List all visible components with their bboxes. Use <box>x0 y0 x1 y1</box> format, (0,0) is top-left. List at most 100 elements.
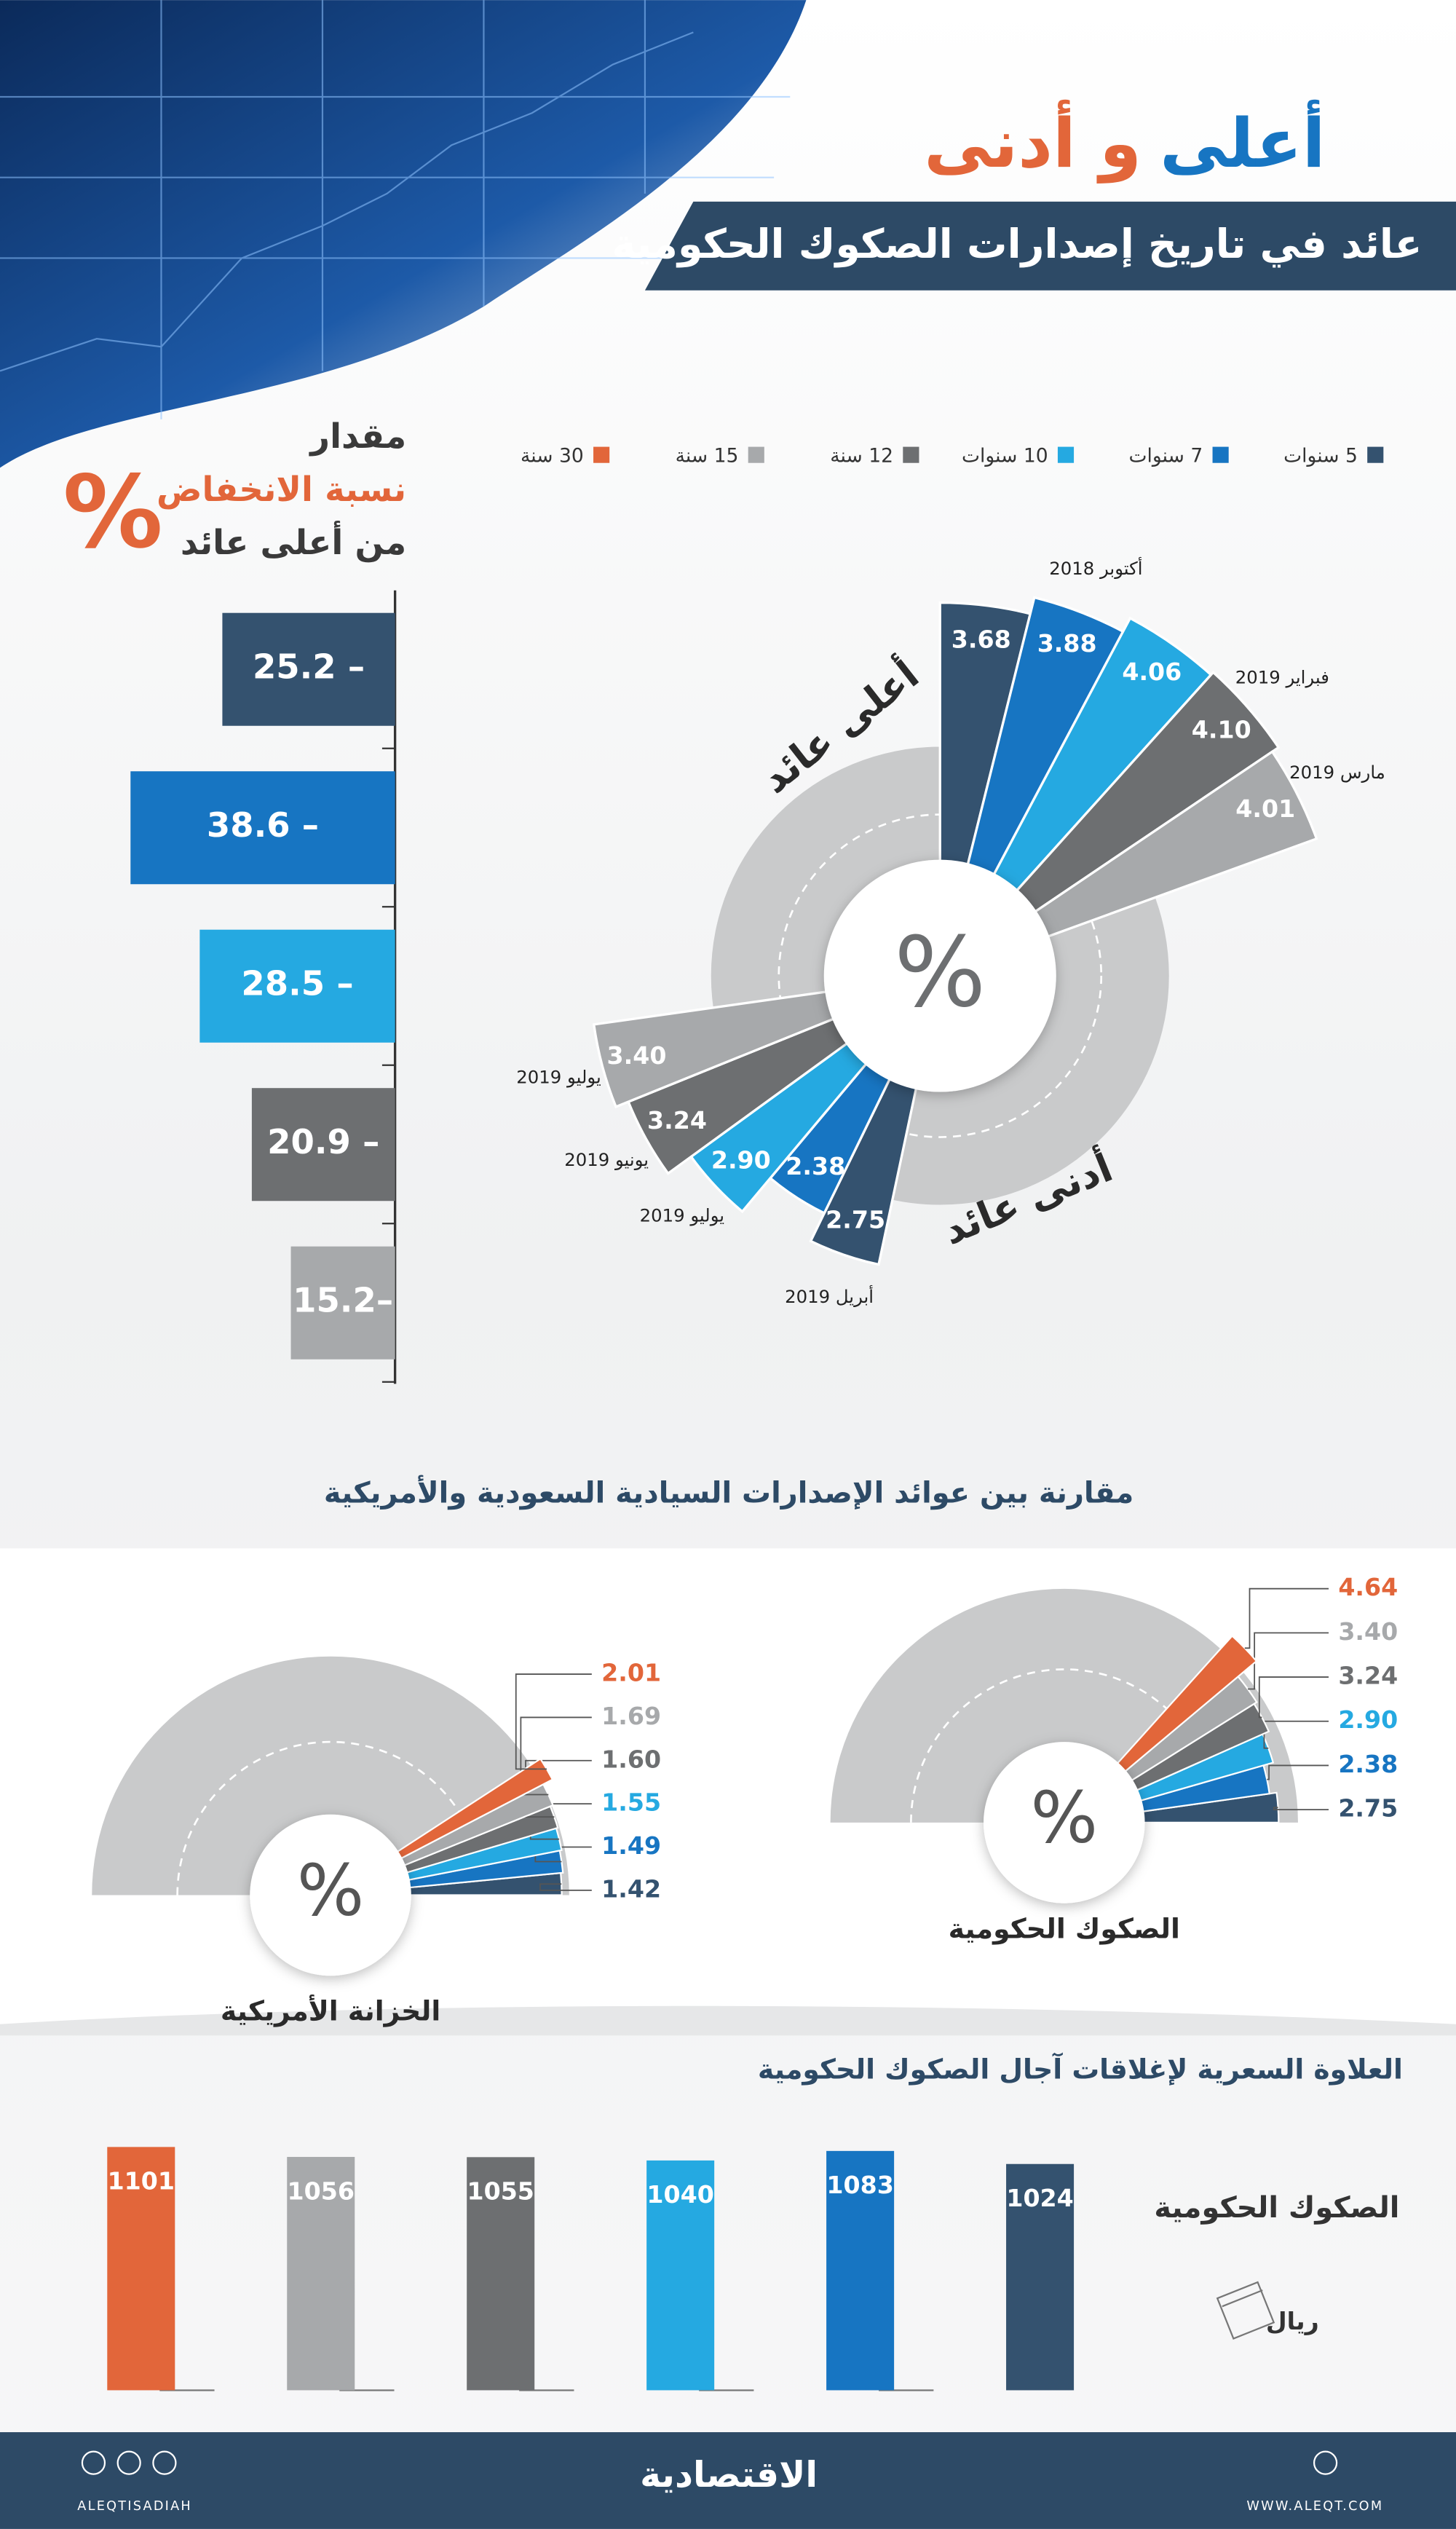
series-name: الصكوك الحكومية <box>949 1913 1180 1945</box>
center-circle <box>984 1742 1145 1903</box>
bar <box>290 1246 395 1360</box>
value-label: 38.6 – <box>207 805 319 845</box>
bar <box>130 771 395 885</box>
percent-symbol: % <box>63 455 163 571</box>
legend-swatch <box>1057 446 1075 463</box>
legend-label: 7 سنوات <box>1129 444 1203 467</box>
bar <box>646 2160 715 2391</box>
bar <box>287 2157 355 2391</box>
value-label: 4.10 <box>1192 716 1251 744</box>
value-label: 1.69 <box>601 1702 661 1730</box>
leader-line <box>515 1673 592 1770</box>
value-label: 3.24 <box>647 1106 707 1135</box>
social-icons <box>81 2450 1338 2475</box>
legend-label: 12 سنة <box>830 444 893 467</box>
bar <box>222 612 395 726</box>
chart-title: من أعلى عائد <box>181 521 406 562</box>
date-label: يوليو 2019 <box>640 1205 724 1226</box>
value-label: 2.75 <box>1338 1794 1398 1823</box>
footer-bar <box>0 2432 1456 2529</box>
header-image-lines <box>0 0 807 419</box>
bar <box>251 1088 395 1202</box>
value-label: 3.40 <box>607 1041 667 1070</box>
value-label: 1083 <box>826 2171 893 2199</box>
footer-site: WWW.ALEQT.COM <box>1246 2499 1383 2514</box>
subtitle: عائد في تاريخ إصدارات الصكوك الحكومية <box>612 221 1423 268</box>
legend-swatch <box>1367 446 1384 463</box>
date-label: مارس 2019 <box>1289 762 1385 783</box>
value-label: 1040 <box>646 2180 713 2209</box>
unit-label: ريال <box>1266 2307 1319 2335</box>
value-label: 25.2 – <box>253 647 365 687</box>
money-icon <box>1216 2281 1275 2340</box>
percent-symbol: % <box>894 917 986 1029</box>
value-label: 2.38 <box>786 1152 845 1180</box>
value-label: 1055 <box>467 2177 534 2206</box>
legend-label: 5 سنوات <box>1283 444 1358 467</box>
leader-line <box>1263 1720 1329 1749</box>
subtitle-banner <box>644 201 1456 291</box>
leader-line <box>1273 1807 1329 1811</box>
value-label: 2.75 <box>826 1206 885 1234</box>
value-label: 2.38 <box>1338 1750 1398 1778</box>
value-label: 1.42 <box>601 1874 661 1903</box>
leader-line <box>520 1716 592 1796</box>
value-label: 1.60 <box>601 1745 661 1773</box>
center-circle <box>250 1814 411 1976</box>
footer-brand: الاقتصادية <box>640 2455 818 2496</box>
legend-label: 10 سنوات <box>962 444 1048 467</box>
value-label: 4.06 <box>1122 658 1182 686</box>
value-label: 2.90 <box>711 1146 771 1175</box>
title-part: أعلى <box>1160 100 1326 183</box>
chart-title: مقدار <box>309 417 406 456</box>
legend-swatch <box>748 446 764 463</box>
leader-line <box>539 1883 592 1891</box>
legend-swatch <box>1212 446 1229 463</box>
divider <box>0 2005 1456 2036</box>
value-label: 4.01 <box>1235 794 1295 823</box>
leader-line <box>1267 1764 1329 1780</box>
legend-label: 15 سنة <box>676 444 739 467</box>
value-label: 28.5 – <box>241 964 353 1003</box>
value-label: 20.9 – <box>267 1122 379 1161</box>
header-image <box>0 0 807 468</box>
percent-symbol: % <box>1030 1777 1098 1859</box>
value-label: 2.01 <box>601 1659 661 1687</box>
percent-symbol: % <box>297 1849 365 1931</box>
value-label: 15.2– <box>293 1281 393 1320</box>
leader-line <box>1258 1676 1329 1719</box>
value-label: 4.64 <box>1338 1573 1398 1601</box>
title-part: و أدنى <box>924 100 1142 184</box>
value-label: 1101 <box>108 2167 175 2195</box>
legend-label: 30 سنة <box>521 444 584 467</box>
value-label: 1024 <box>1006 2184 1073 2212</box>
section-title: مقارنة بين عوائد الإصدارات السيادية السع… <box>324 1475 1133 1510</box>
value-label: 3.68 <box>951 625 1011 653</box>
bar <box>199 929 395 1043</box>
date-label: يوليو 2019 <box>516 1066 601 1087</box>
bar <box>1006 2163 1075 2391</box>
date-label: أكتوبر 2018 <box>1049 557 1142 579</box>
value-label: 1.49 <box>601 1831 661 1860</box>
value-label: 1.55 <box>601 1788 661 1817</box>
value-label: 3.24 <box>1338 1662 1398 1690</box>
value-label: 2.90 <box>1338 1705 1398 1734</box>
chart-title: العلاوة السعرية لإغلاقات آجال الصكوك الح… <box>758 2051 1403 2085</box>
date-label: يونيو 2019 <box>564 1149 649 1170</box>
value-label: 3.88 <box>1037 629 1097 658</box>
chart-title: نسبة الانخفاض <box>157 470 406 510</box>
value-label: 3.40 <box>1338 1617 1398 1646</box>
bar <box>826 2150 895 2391</box>
legend-swatch <box>593 446 610 463</box>
series-name: الخزانة الأمريكية <box>221 1995 440 2027</box>
leader-line <box>1244 1587 1329 1649</box>
bar <box>107 2147 175 2391</box>
footer-handle: ALEQTISADIAH <box>77 2499 192 2514</box>
value-label: 1056 <box>288 2177 355 2205</box>
bar <box>467 2157 535 2391</box>
date-label: أبريل 2019 <box>785 1285 874 1307</box>
date-label: فبراير 2019 <box>1235 666 1329 687</box>
